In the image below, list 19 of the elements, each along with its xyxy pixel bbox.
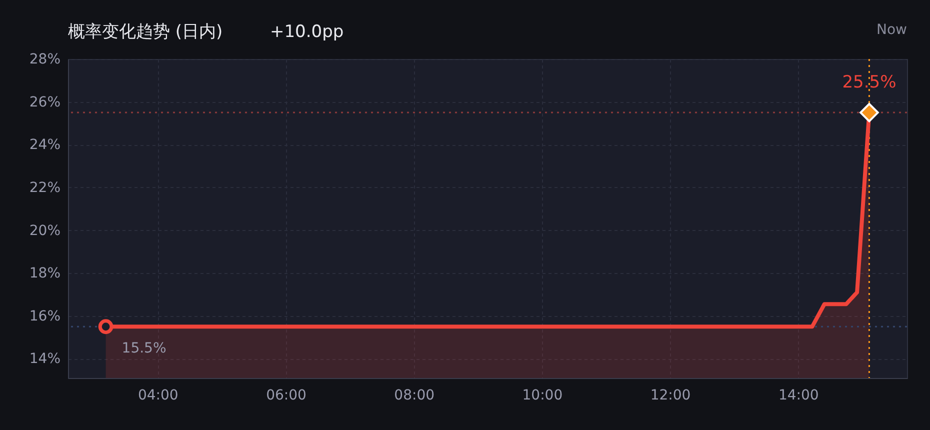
y-tick-label: 24% — [29, 137, 60, 154]
x-tick-label: 12:00 — [650, 388, 691, 404]
y-tick-label: 26% — [29, 94, 60, 110]
annotation: 15.5% — [122, 340, 166, 357]
x-tick-label: 08:00 — [394, 388, 435, 404]
chart-subtitle: +10.0pp — [270, 22, 344, 42]
chart-title: 概率变化趋势 (日内) — [68, 22, 223, 42]
x-tick-label: 06:00 — [266, 388, 306, 404]
y-tick-label: 16% — [29, 308, 60, 324]
y-tick-label: 22% — [29, 180, 60, 196]
annotation: 25.5% — [842, 72, 896, 93]
y-tick-label: 20% — [29, 222, 60, 239]
x-tick-label: 10:00 — [522, 388, 563, 404]
y-tick-label: 14% — [29, 351, 60, 368]
y-tick-label: 28% — [29, 52, 60, 68]
y-tick-label: 18% — [29, 266, 60, 282]
x-tick-label: 04:00 — [138, 388, 178, 404]
text: Now — [876, 22, 907, 38]
x-tick-label: 14:00 — [778, 388, 819, 404]
